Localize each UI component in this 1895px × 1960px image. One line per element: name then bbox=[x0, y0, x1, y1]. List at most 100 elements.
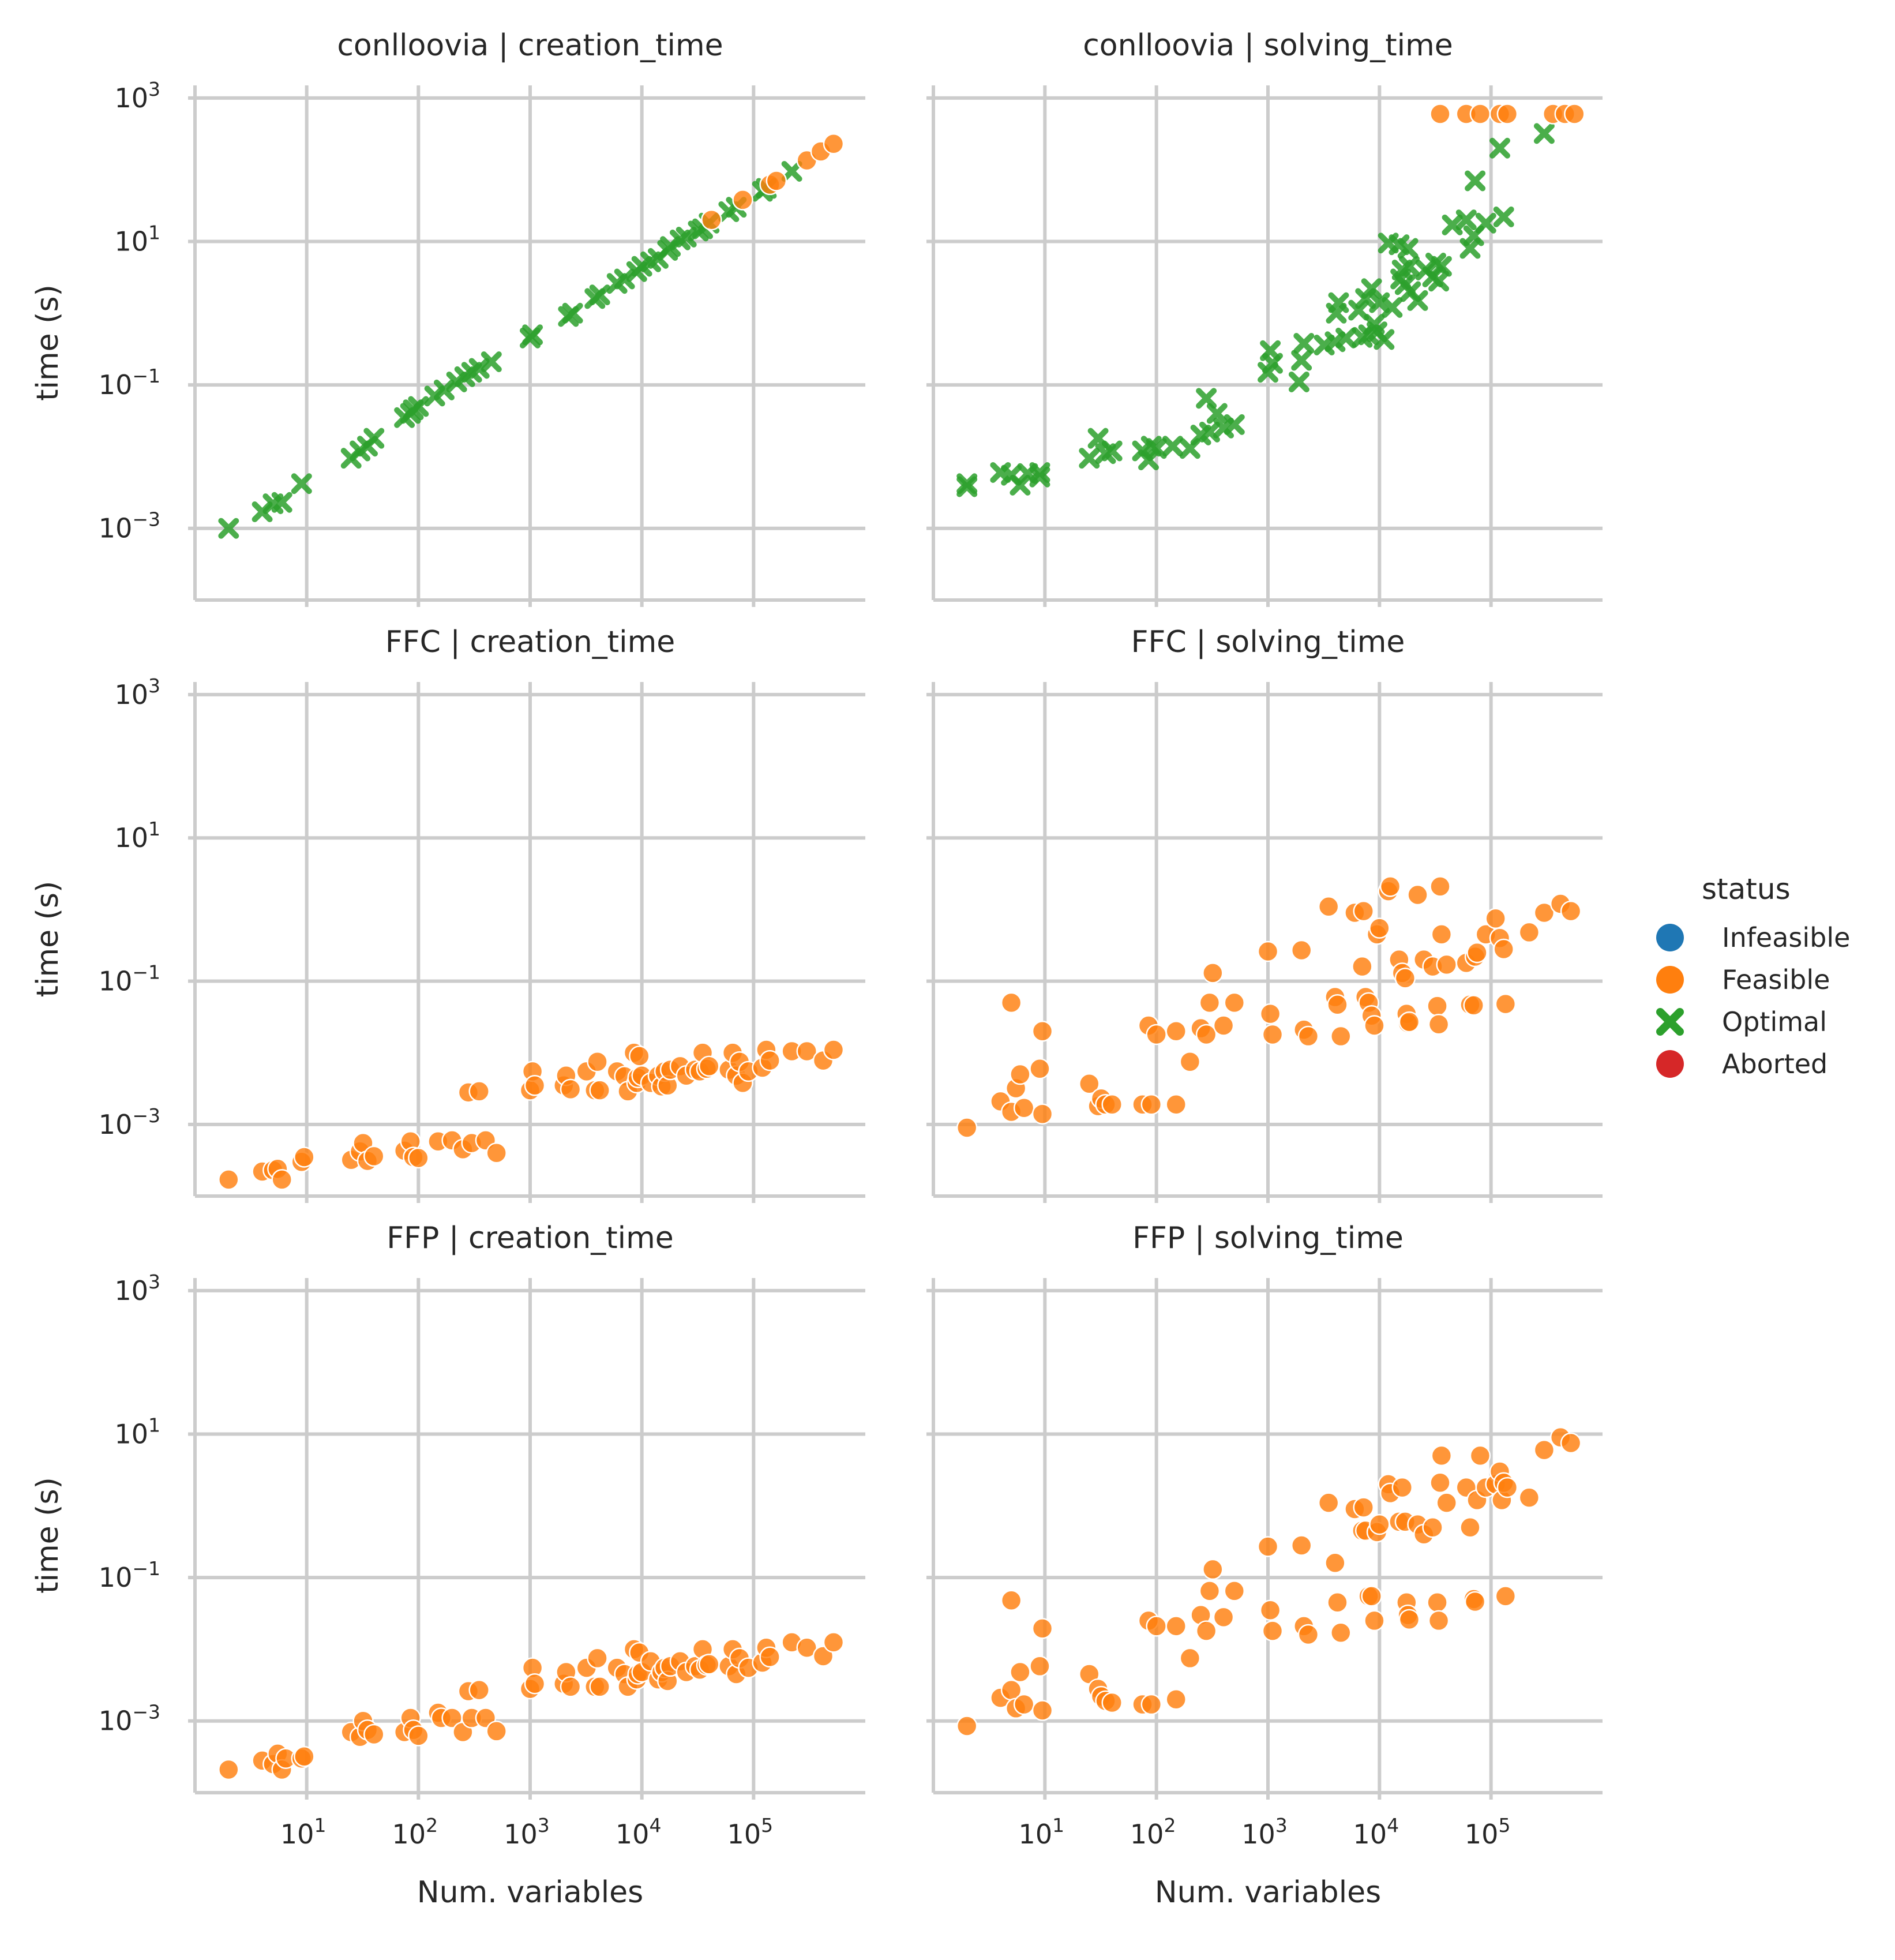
panel-ffc-creation-time: FFC | creation_time 10−3 10−1 101 103 time (s… bbox=[31, 625, 865, 1203]
data-point bbox=[1202, 962, 1224, 984]
y-tick-label: 103 bbox=[114, 78, 160, 114]
data-point bbox=[1013, 1097, 1035, 1119]
data-point bbox=[1297, 1025, 1319, 1047]
series-feasible bbox=[218, 1039, 845, 1190]
data-point bbox=[1442, 214, 1463, 235]
data-point bbox=[1013, 1693, 1035, 1715]
data-point bbox=[1029, 466, 1050, 488]
data-point bbox=[1533, 123, 1555, 144]
legend-marker bbox=[1656, 966, 1684, 994]
data-point bbox=[1428, 1610, 1450, 1632]
data-point bbox=[1469, 103, 1491, 125]
data-point bbox=[486, 1721, 507, 1742]
data-point bbox=[468, 1081, 490, 1102]
data-point bbox=[676, 226, 697, 248]
x-tick-label: 102 bbox=[1130, 1814, 1176, 1850]
data-point bbox=[1010, 1661, 1031, 1683]
data-point bbox=[1318, 895, 1339, 917]
data-point bbox=[1162, 436, 1183, 457]
data-point bbox=[408, 1147, 429, 1169]
data-point bbox=[294, 1745, 315, 1767]
data-point bbox=[1079, 1073, 1100, 1095]
data-point bbox=[1146, 1024, 1167, 1045]
data-point bbox=[1428, 1014, 1450, 1035]
data-point bbox=[1199, 1580, 1221, 1602]
data-point bbox=[271, 492, 292, 513]
data-point bbox=[562, 302, 583, 324]
data-point bbox=[1489, 137, 1510, 159]
data-point bbox=[468, 1679, 490, 1701]
data-point bbox=[1288, 371, 1309, 392]
data-point bbox=[1101, 1093, 1123, 1115]
facet-title: FFP | solving_time bbox=[1132, 1221, 1404, 1256]
data-point bbox=[1140, 1093, 1162, 1115]
data-point bbox=[1466, 942, 1488, 964]
data-point bbox=[956, 476, 978, 497]
data-point bbox=[1475, 212, 1496, 234]
data-point bbox=[1369, 1513, 1390, 1535]
y-tick-label: 10−1 bbox=[99, 961, 160, 997]
data-point bbox=[1397, 238, 1419, 259]
data-point bbox=[1259, 1599, 1281, 1621]
data-point bbox=[1427, 1591, 1448, 1613]
y-tick-label: 103 bbox=[114, 674, 160, 710]
x-tick-label: 104 bbox=[616, 1814, 662, 1850]
data-point bbox=[589, 1080, 610, 1101]
data-point bbox=[1429, 1472, 1451, 1493]
data-point bbox=[587, 1647, 608, 1669]
facet-title: conlloovia | creation_time bbox=[337, 28, 723, 63]
panel-ffc-solving-time: FFC | solving_time bbox=[926, 625, 1603, 1203]
data-point bbox=[218, 518, 239, 539]
data-point bbox=[759, 1646, 780, 1668]
data-point bbox=[1262, 1024, 1284, 1045]
data-point bbox=[294, 1146, 315, 1168]
data-point bbox=[1324, 1552, 1346, 1573]
data-point bbox=[1518, 921, 1540, 943]
data-point bbox=[560, 1078, 581, 1100]
data-point bbox=[1262, 1620, 1284, 1642]
y-tick-label: 10−3 bbox=[99, 1701, 160, 1737]
data-point bbox=[1290, 1535, 1312, 1556]
y-tick-label: 10−3 bbox=[99, 508, 160, 544]
data-point bbox=[1379, 876, 1401, 897]
data-point bbox=[1165, 1093, 1187, 1115]
legend-marker bbox=[1656, 924, 1684, 951]
x-tick-label: 101 bbox=[1019, 1814, 1065, 1850]
data-point bbox=[1328, 292, 1349, 313]
data-point bbox=[1564, 103, 1585, 125]
data-point bbox=[1391, 1476, 1413, 1498]
data-point bbox=[732, 189, 753, 211]
data-point bbox=[1293, 333, 1315, 354]
data-point bbox=[1165, 1021, 1187, 1042]
data-point bbox=[1330, 1622, 1352, 1644]
data-point bbox=[1195, 1024, 1217, 1045]
data-point bbox=[1374, 329, 1395, 350]
data-point bbox=[408, 396, 429, 417]
data-point bbox=[1213, 1015, 1234, 1036]
data-point bbox=[796, 1637, 817, 1659]
y-tick-label: 10−3 bbox=[99, 1104, 160, 1140]
y-tick-label: 103 bbox=[114, 1271, 160, 1306]
data-point bbox=[1459, 1516, 1481, 1538]
data-point bbox=[1398, 256, 1420, 277]
y-tick-label: 10−1 bbox=[99, 1557, 160, 1593]
data-point bbox=[1179, 1647, 1201, 1669]
data-point bbox=[363, 428, 385, 449]
x-tick-label: 105 bbox=[1465, 1814, 1511, 1850]
data-point bbox=[1000, 1590, 1022, 1611]
data-point bbox=[1429, 103, 1451, 125]
data-point bbox=[823, 1632, 845, 1653]
data-point bbox=[701, 209, 722, 231]
data-point bbox=[1485, 908, 1506, 930]
data-point bbox=[1202, 1558, 1224, 1580]
legend-title: status bbox=[1702, 872, 1791, 906]
data-point bbox=[759, 1050, 780, 1071]
data-point bbox=[1361, 278, 1382, 299]
data-point bbox=[1348, 299, 1369, 321]
data-point bbox=[1493, 206, 1514, 227]
data-point bbox=[218, 1169, 239, 1190]
data-point bbox=[1429, 876, 1451, 897]
data-point bbox=[1361, 1586, 1382, 1607]
data-point bbox=[1427, 995, 1448, 1017]
y-tick-label: 101 bbox=[114, 221, 160, 257]
